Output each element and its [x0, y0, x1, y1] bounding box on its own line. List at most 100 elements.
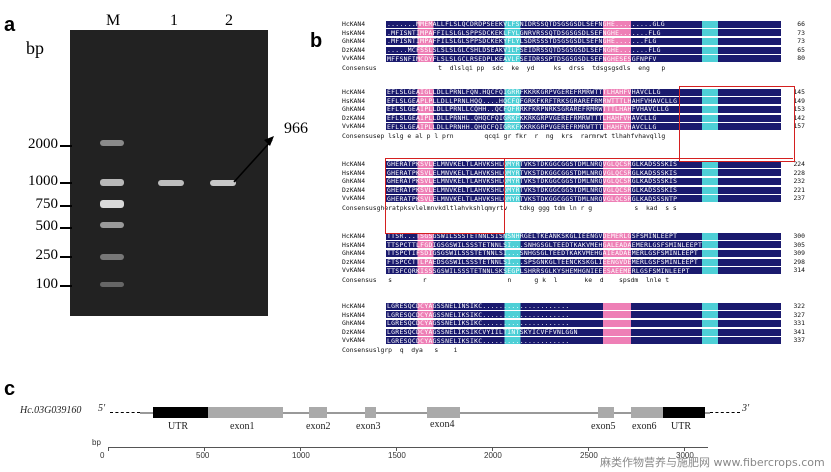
sequence-end-position: 300 — [793, 232, 805, 240]
sequence-residues: GHERATPKSVLELMNVKELTLAHVKSHLQMYRTVKSTDKG… — [387, 168, 678, 177]
exon6-block — [631, 407, 663, 418]
sequence-end-position: 305 — [793, 240, 805, 249]
alignment-row: VvKAN4 LGRESQCDCYAGSSNELIKSIKC...........… — [342, 336, 812, 345]
sequence-residues: EFLSLGEAIPLLDLLPRNHL.QHQCFQIGRKFKKRKGRPV… — [387, 114, 657, 123]
sequence-residues: EFLSLGEAIGLLDLLPRNLFQN.HQCFQIGRRFKKRKGRP… — [387, 88, 661, 97]
alignment-row: HcKAN4 EFLSLGEAIGLLDLLPRNLFQN.HQCFQIGRRFK… — [342, 88, 812, 97]
sequence-track: LGRESQCDCYAGSSNELIKSIKC.................… — [386, 319, 781, 327]
bp-label-2000: 2000 — [28, 136, 58, 152]
sequence-name: VvKAN4 — [342, 194, 366, 203]
sequence-name: GhKAN4 — [342, 37, 366, 46]
exon5-label: exon5 — [591, 421, 616, 432]
alignment-row: HcKAN4 .......MMEMALLFLSLQCDRDPSEEKVLFSNI… — [342, 20, 812, 29]
scale-tick — [108, 447, 109, 451]
exon4-block — [427, 407, 460, 418]
sequence-name: HsKAN4 — [342, 96, 366, 105]
sequence-residues: EFLSLGEAPLPLLDLLPRNLHQQ....HQCFQFGRKFKRF… — [387, 96, 678, 105]
exon3-label: exon3 — [356, 421, 381, 432]
sequence-end-position: 331 — [793, 319, 805, 328]
sequence-track: LGRESQCDCYAGSSNELINSIKC.................… — [386, 302, 781, 310]
sequence-track: .....MCFSSLSLSLSLGLCSHLDSEAKVILFSEIDRSSQ… — [386, 46, 781, 54]
conservation-shading — [386, 114, 781, 122]
sequence-name: DzKAN4 — [342, 327, 366, 336]
sequence-end-position: 153 — [793, 105, 805, 114]
scale-tick-label: 1500 — [388, 451, 406, 460]
scale-tick-label: 500 — [196, 451, 210, 460]
conservation-shading — [386, 311, 781, 319]
marker-band-1000 — [100, 179, 124, 186]
scale-axis — [108, 447, 708, 448]
three-prime-label: 3' — [742, 403, 750, 414]
scale-tick — [396, 447, 397, 451]
sequence-track: TTSPCTTLFGDIGSGSWILSSSTETNNLSI...SNHGSGL… — [386, 241, 781, 249]
conservation-shading — [386, 37, 781, 45]
bp-unit-label: bp — [26, 38, 44, 58]
sequence-end-position: 327 — [793, 310, 805, 319]
sequence-end-position: 157 — [793, 122, 805, 131]
conservation-shading — [386, 232, 781, 240]
alignment-row: HsKAN4 LGRESQCDCYAGSSNELIKSIKC...........… — [342, 311, 812, 320]
scale-tick-label: 3000 — [676, 451, 694, 460]
sequence-end-position: 341 — [793, 327, 805, 336]
scale-tick-label: 2500 — [580, 451, 598, 460]
sequence-name: HsKAN4 — [342, 240, 366, 249]
bp-tick-100 — [60, 285, 72, 287]
sequence-residues: LGRESQCDCYAGSSNELIKSIKC.................… — [387, 336, 570, 345]
sequence-name: HcKAN4 — [342, 232, 366, 240]
conservation-shading — [386, 88, 781, 96]
sequence-name: GhKAN4 — [342, 177, 366, 186]
sample-band-lane-2 — [210, 180, 236, 186]
sequence-residues: GHERATPKSVLELMNVKELTLAHVKSHLQMYRTVKSTDKG… — [387, 160, 678, 169]
sequence-track: TTSR...TSGSGSWILSSSTETNNLSISNSNHRGELTKEA… — [386, 232, 781, 240]
sequence-track: GHERATPKSVLELMNVKELTLAHVKSHLQMYRTVKSTDKG… — [386, 160, 781, 168]
sequence-track: GHERATPKSVLELMNVKELTLAHVKSHLQMYRTVKSTDKG… — [386, 169, 781, 177]
conservation-shading — [386, 177, 781, 185]
exon6-label: exon6 — [632, 421, 657, 432]
alignment-row: GhKAN4 TTSPCTIFSDIGSGSWILSSSTETNNLSI...SN… — [342, 249, 812, 258]
gene-name: Hc.03G039160 — [20, 405, 82, 416]
alignment-row: GhKAN4 LGRESQCDCYAGSSNELIKSIKC...........… — [342, 319, 812, 328]
sequence-name: HcKAN4 — [342, 302, 366, 310]
sequence-track: LGRESQCDCYAGSSNELIKSIKCVYIILTINTSKYICVFF… — [386, 328, 781, 336]
sequence-name: HcKAN4 — [342, 160, 366, 168]
alignment-row: HsKAN4 .MFISNTIMPAFFILSLGLSPPSDCKEKLFYLGN… — [342, 29, 812, 38]
bp-label-100: 100 — [35, 276, 59, 292]
sequence-track: MFFSNFIMCDYFLSLSLGCLRSEDPLKEAVLFSEIDRSSP… — [386, 55, 781, 63]
sequence-end-position: 66 — [797, 20, 805, 28]
conservation-shading — [386, 46, 781, 54]
sequence-track: LGRESQCDCYAGSSNELIKSIKC.................… — [386, 311, 781, 319]
sequence-track: FTSPCCTTLPAEDSGSWILSSSTETNNLSI...SPSGNKG… — [386, 258, 781, 266]
alignment-block: HcKAN4 GHERATPKSVLELMNVKELTLAHVKSHLQMYRTV… — [342, 160, 812, 213]
sequence-name: DzKAN4 — [342, 45, 366, 54]
scale-tick-label: 0 — [100, 451, 105, 460]
scale-tick — [204, 447, 205, 451]
sequence-name: DzKAN4 — [342, 257, 366, 266]
conservation-shading — [386, 258, 781, 266]
sequence-alignment: HcKAN4 .......MMEMALLFLSLQCDRDPSEEKVLFSNI… — [342, 20, 812, 370]
alignment-row: HsKAN4 GHERATPKSVLELMNVKELTLAHVKSHLQMYRTV… — [342, 169, 812, 178]
sequence-end-position: 309 — [793, 249, 805, 258]
conservation-shading — [386, 105, 781, 113]
intron-line — [140, 412, 710, 414]
bp-label-250: 250 — [35, 247, 59, 263]
three-prime-dash — [710, 412, 740, 413]
sequence-residues: .MFISNTIMPAFFILSLGLSPPSDCKEKLFYLGNRVRSSQ… — [387, 28, 661, 37]
sequence-track: .MFISNTIMPAFFILSLGLSPPSDCKEKLFYLGNRVRSSQ… — [386, 29, 781, 37]
alignment-row: DzKAN4 LGRESQCDCYAGSSNELIKSIKCVYIILTINTSK… — [342, 328, 812, 337]
sequence-name: GhKAN4 — [342, 249, 366, 258]
scale-tick-label: 1000 — [292, 451, 310, 460]
five-prime-label: 5' — [98, 403, 106, 414]
alignment-row: GhKAN4 GHERATPKSVLELMNVKELTLAHVKSHLQMYRTV… — [342, 177, 812, 186]
consensus-line: Consensus s r n g k l ke d spsdm lnle t — [342, 275, 670, 284]
sequence-end-position: 73 — [797, 28, 805, 37]
alignment-row: DzKAN4 FTSPCCTTLPAEDSGSWILSSSTETNNLSI...S… — [342, 258, 812, 267]
sequence-end-position: 142 — [793, 113, 805, 122]
sequence-residues: LGRESQCDCYAGSSNELIKSIKC.................… — [387, 310, 570, 319]
sequence-residues: .......MMEMALLFLSLQCDRDPSEEKVLFSNIDRSSQT… — [387, 20, 665, 29]
sequence-name: GhKAN4 — [342, 319, 366, 328]
sequence-end-position: 73 — [797, 37, 805, 46]
lane-label-2: 2 — [225, 12, 233, 29]
sequence-track: EFLSLGEAIGLLDLLPRNLFQN.HQCFQIGRRFKKRKGRP… — [386, 88, 781, 96]
sequence-track: LGRESQCDCYAGSSNELIKSIKC.................… — [386, 337, 781, 345]
panel-b-label: b — [310, 30, 323, 52]
